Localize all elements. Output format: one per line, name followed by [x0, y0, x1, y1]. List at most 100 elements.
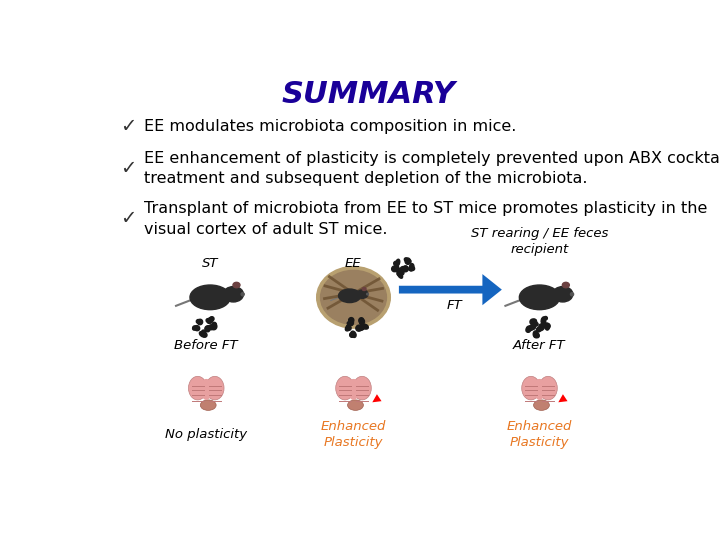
Circle shape	[197, 320, 200, 323]
Ellipse shape	[189, 376, 207, 400]
Ellipse shape	[534, 380, 545, 399]
Circle shape	[348, 327, 351, 330]
Circle shape	[404, 266, 408, 270]
Circle shape	[362, 325, 366, 328]
Ellipse shape	[553, 287, 573, 302]
Text: SUMMARY: SUMMARY	[282, 80, 456, 109]
Circle shape	[212, 322, 217, 327]
Circle shape	[395, 265, 399, 269]
Circle shape	[409, 267, 412, 271]
Ellipse shape	[539, 376, 557, 400]
Ellipse shape	[205, 326, 211, 330]
Circle shape	[361, 325, 365, 328]
Text: Transplant of microbiota from EE to ST mice promotes plasticity in the
visual co: Transplant of microbiota from EE to ST m…	[144, 201, 708, 237]
Text: Enhanced
Plasticity: Enhanced Plasticity	[507, 420, 572, 449]
Circle shape	[534, 333, 539, 337]
Ellipse shape	[530, 319, 536, 325]
Ellipse shape	[353, 376, 372, 400]
Text: EE modulates microbiota composition in mice.: EE modulates microbiota composition in m…	[144, 119, 517, 134]
Circle shape	[205, 327, 210, 332]
Circle shape	[193, 326, 197, 329]
Circle shape	[542, 321, 546, 325]
Circle shape	[346, 325, 350, 329]
Ellipse shape	[359, 318, 364, 323]
Text: ST: ST	[202, 257, 218, 270]
Circle shape	[405, 258, 408, 261]
Ellipse shape	[562, 282, 570, 288]
Text: Enhanced
Plasticity: Enhanced Plasticity	[321, 420, 386, 449]
Ellipse shape	[194, 326, 199, 330]
Text: After FT: After FT	[513, 339, 566, 353]
Ellipse shape	[348, 400, 364, 410]
Circle shape	[198, 320, 202, 324]
Circle shape	[192, 327, 196, 330]
Circle shape	[399, 271, 404, 275]
Ellipse shape	[522, 376, 540, 400]
Circle shape	[202, 330, 206, 334]
Ellipse shape	[199, 332, 205, 337]
Circle shape	[536, 328, 541, 332]
Ellipse shape	[190, 285, 230, 309]
Circle shape	[209, 325, 214, 330]
Ellipse shape	[348, 380, 359, 399]
Ellipse shape	[545, 323, 549, 330]
Ellipse shape	[357, 290, 368, 298]
Circle shape	[570, 293, 574, 296]
Ellipse shape	[336, 376, 354, 400]
Circle shape	[206, 319, 210, 322]
Ellipse shape	[349, 319, 354, 326]
Text: ST rearing / EE feces
recipient: ST rearing / EE feces recipient	[471, 227, 608, 256]
Circle shape	[544, 324, 548, 328]
Circle shape	[347, 322, 351, 325]
Ellipse shape	[362, 287, 366, 291]
Text: EE enhancement of plasticity is completely prevented upon ABX cocktail
treatment: EE enhancement of plasticity is complete…	[144, 151, 720, 186]
Circle shape	[400, 267, 405, 272]
Circle shape	[533, 319, 536, 323]
Ellipse shape	[197, 319, 202, 325]
Ellipse shape	[317, 267, 390, 328]
Ellipse shape	[541, 317, 546, 324]
Text: EE: EE	[345, 257, 362, 270]
Circle shape	[531, 325, 536, 329]
Circle shape	[366, 293, 369, 295]
Circle shape	[397, 272, 400, 275]
Ellipse shape	[519, 285, 559, 309]
Circle shape	[395, 262, 398, 266]
Ellipse shape	[351, 331, 356, 338]
Circle shape	[210, 316, 214, 321]
Ellipse shape	[395, 259, 400, 266]
Circle shape	[202, 333, 207, 337]
Ellipse shape	[405, 258, 410, 264]
Text: ✓: ✓	[120, 159, 137, 178]
Circle shape	[544, 316, 547, 320]
Circle shape	[241, 293, 244, 296]
Circle shape	[350, 333, 354, 337]
Ellipse shape	[211, 323, 217, 330]
Text: No plasticity: No plasticity	[165, 428, 247, 441]
Ellipse shape	[206, 376, 224, 400]
Ellipse shape	[534, 400, 549, 410]
Ellipse shape	[362, 324, 369, 329]
Ellipse shape	[346, 326, 351, 331]
Circle shape	[359, 327, 363, 330]
Circle shape	[360, 319, 364, 324]
Ellipse shape	[402, 266, 408, 272]
Ellipse shape	[207, 318, 213, 323]
Ellipse shape	[201, 380, 212, 399]
Ellipse shape	[223, 287, 243, 302]
Ellipse shape	[200, 400, 216, 410]
Circle shape	[407, 259, 411, 264]
Text: ✓: ✓	[120, 117, 137, 136]
Circle shape	[526, 328, 531, 332]
Text: ✓: ✓	[120, 210, 137, 228]
Circle shape	[534, 322, 538, 326]
Ellipse shape	[409, 264, 414, 271]
Ellipse shape	[320, 271, 387, 325]
Ellipse shape	[526, 326, 534, 330]
Ellipse shape	[397, 272, 402, 278]
Circle shape	[394, 261, 397, 265]
Ellipse shape	[356, 325, 362, 331]
Ellipse shape	[538, 326, 544, 331]
Circle shape	[348, 318, 354, 323]
Ellipse shape	[338, 289, 361, 302]
